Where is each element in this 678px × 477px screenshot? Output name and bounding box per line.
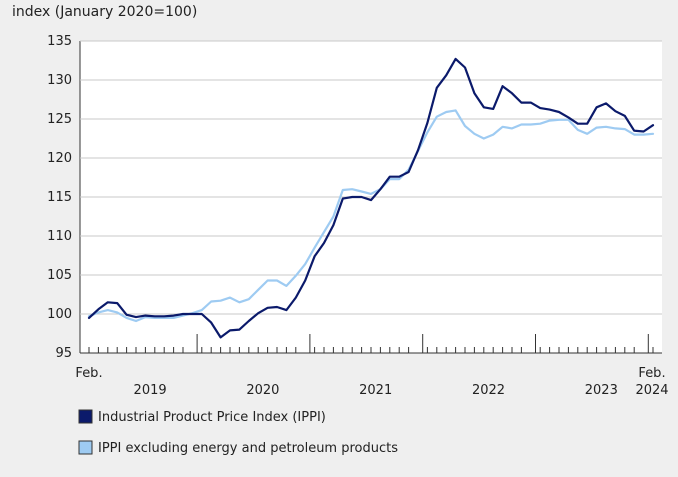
y-tick-label: 105 bbox=[47, 268, 72, 283]
series-line-ippi-excl-energy bbox=[87, 109, 655, 323]
series-lines bbox=[87, 57, 655, 339]
series-line-ippi bbox=[87, 57, 655, 339]
y-tick-label: 110 bbox=[47, 229, 72, 244]
legend-swatch-ippi bbox=[78, 409, 93, 424]
legend-item-ippi: Industrial Product Price Index (IPPI) bbox=[78, 409, 326, 425]
legend-label-ippi-excl-energy: IPPI excluding energy and petroleum prod… bbox=[98, 441, 398, 456]
y-tick-label: 115 bbox=[47, 190, 72, 205]
legend-label-ippi: Industrial Product Price Index (IPPI) bbox=[98, 410, 326, 425]
y-tick-labels: 95 100 105 110 115 120 125 130 135 bbox=[47, 34, 72, 361]
x-ticks bbox=[88, 334, 654, 353]
x-year-label: 2019 bbox=[134, 383, 167, 398]
y-tick-label: 95 bbox=[55, 346, 72, 361]
x-year-label: 2023 bbox=[585, 383, 618, 398]
y-tick-label: 125 bbox=[47, 112, 72, 127]
x-end-year-label: 2024 bbox=[635, 383, 668, 398]
legend-item-ippi-excl-energy: IPPI excluding energy and petroleum prod… bbox=[78, 440, 398, 456]
x-year-label: 2022 bbox=[472, 383, 505, 398]
x-end-month-label: Feb. bbox=[638, 366, 665, 381]
x-start-month-label: Feb. bbox=[75, 366, 102, 381]
y-tick-label: 135 bbox=[47, 34, 72, 49]
y-tick-label: 120 bbox=[47, 151, 72, 166]
legend: Industrial Product Price Index (IPPI) IP… bbox=[78, 409, 398, 456]
legend-swatch-ippi-excl-energy bbox=[78, 440, 93, 455]
x-year-label: 2020 bbox=[246, 383, 279, 398]
x-year-label: 2021 bbox=[359, 383, 392, 398]
x-axis-labels: Feb. 2019 2020 2021 2022 2023 Feb. 2024 bbox=[75, 366, 668, 398]
y-tick-label: 100 bbox=[47, 307, 72, 322]
y-axis-title: index (January 2020=100) bbox=[12, 4, 197, 20]
y-tick-label: 130 bbox=[47, 73, 72, 88]
